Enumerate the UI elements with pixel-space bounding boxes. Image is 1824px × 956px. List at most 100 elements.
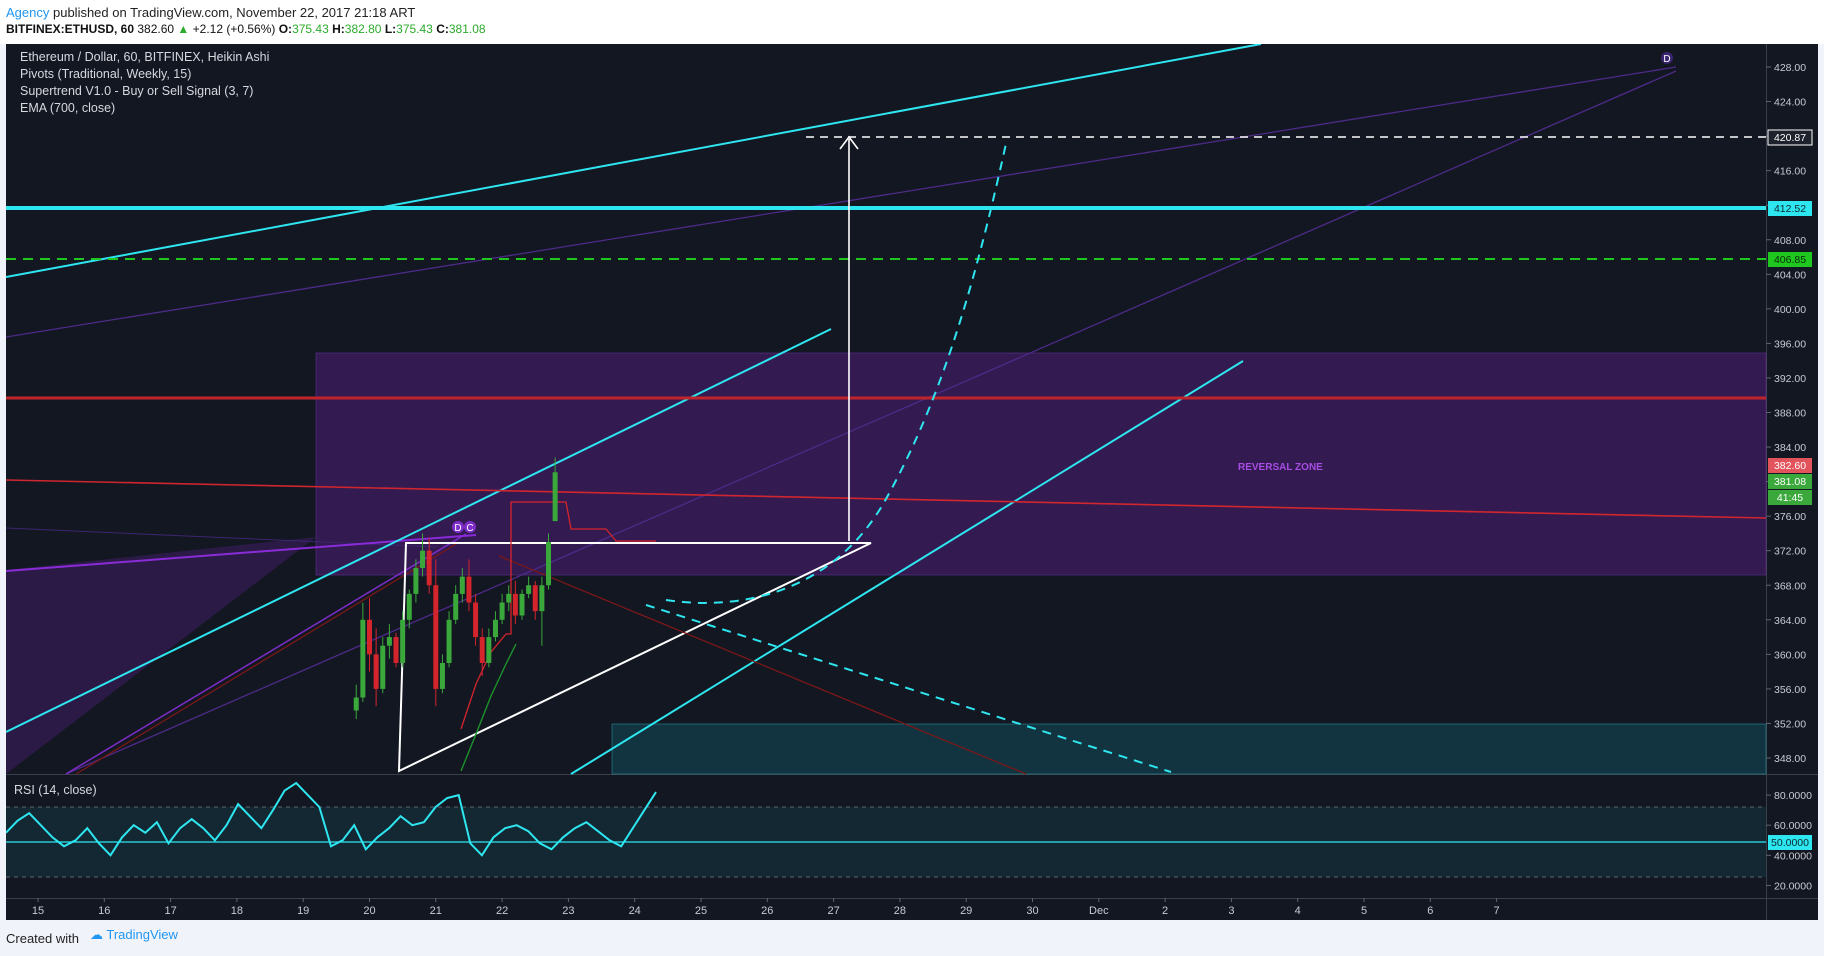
candle-body[interactable]: [546, 542, 552, 586]
rsi-line[interactable]: [5, 781, 657, 857]
candle-body[interactable]: [367, 619, 372, 655]
up-arrow-icon: ▲: [177, 22, 190, 36]
resistance-badge: [1768, 201, 1812, 216]
author-link[interactable]: Agency: [6, 5, 50, 20]
candle-body[interactable]: [433, 585, 439, 689]
tradingview-brand[interactable]: TradingView: [106, 927, 178, 942]
time-tick-label: 29: [960, 905, 972, 917]
symbol-label: BITFINEX:ETHUSD, 60: [6, 22, 135, 36]
resistance-badge-text: 412.52: [1774, 203, 1806, 215]
legend-pivots[interactable]: Pivots (Traditional, Weekly, 15): [20, 67, 192, 81]
support-zone[interactable]: [611, 723, 1767, 775]
time-tick-label: 19: [297, 905, 309, 917]
green-level-badge: [1768, 252, 1812, 267]
candle-body[interactable]: [453, 593, 459, 620]
candle-body[interactable]: [360, 619, 366, 698]
timer-badge-text: 41:45: [1777, 492, 1803, 504]
candle-body[interactable]: [506, 593, 512, 603]
timer-badge: [1768, 490, 1812, 505]
candle-body[interactable]: [486, 637, 492, 663]
candle-body[interactable]: [552, 472, 558, 522]
price-tick-label: 372.00: [1774, 546, 1806, 558]
projection-curve[interactable]: [665, 138, 1008, 604]
price-badges: 420.87 412.52 406.85 382.60 381.08 41:45: [1767, 129, 1813, 505]
candle-body[interactable]: [400, 619, 406, 663]
created-with-text: Created with: [6, 931, 79, 946]
candle-body[interactable]: [512, 593, 518, 616]
time-tick-label: 26: [761, 905, 773, 917]
pivot-c-label: C: [466, 523, 473, 534]
purple-trend-upper[interactable]: [5, 66, 1677, 338]
cyan-dashed-down[interactable]: [645, 604, 1172, 773]
rsi-axis[interactable]: 80.0000 60.0000 40.0000 20.0000: [1766, 790, 1812, 892]
time-tick-label: 4: [1295, 905, 1301, 917]
time-tick-label: 23: [562, 905, 574, 917]
price-axis[interactable]: 428.00424.00420.00416.00412.00408.00404.…: [1766, 62, 1806, 765]
candle-body[interactable]: [353, 697, 359, 711]
publish-line: Agency published on TradingView.com, Nov…: [6, 5, 415, 20]
publish-header: Agency published on TradingView.com, Nov…: [0, 0, 1824, 44]
time-tick-label: 18: [231, 905, 243, 917]
time-tick-label: 5: [1361, 905, 1367, 917]
pivot-d-badge[interactable]: [452, 521, 464, 533]
candle-body[interactable]: [420, 550, 426, 568]
candle-body[interactable]: [373, 654, 379, 689]
time-axis[interactable]: 15 16 17 18 19 20 21 22 23 24 25 26 27 28 29 30 Dec 2 3 4 5 6…: [32, 898, 1500, 917]
cyan-top-trendline[interactable]: [5, 43, 1262, 278]
time-tick-label: 27: [827, 905, 839, 917]
price-tick-label: 360.00: [1774, 649, 1806, 661]
candle-body[interactable]: [473, 602, 479, 638]
candle-body[interactable]: [406, 593, 412, 620]
candle-body[interactable]: [439, 662, 445, 689]
candle-body[interactable]: [459, 576, 465, 594]
candle-body[interactable]: [393, 637, 399, 663]
chart-area[interactable]: D C D REVERSAL ZONE 428.00424.00420.0041…: [5, 43, 1818, 920]
chart-svg[interactable]: D C D REVERSAL ZONE 428.00424.00420.0041…: [5, 43, 1818, 920]
rsi-guides: [6, 806, 1766, 878]
published-text: published on TradingView.com, November 2…: [49, 5, 416, 20]
tradingview-logo-icon[interactable]: ☁ TradingView: [90, 927, 178, 942]
candle-body[interactable]: [499, 602, 505, 620]
last-price-badge-text: 382.60: [1774, 460, 1806, 472]
price-tick-label: 400.00: [1774, 304, 1806, 316]
candle-body[interactable]: [539, 585, 545, 612]
candle-body[interactable]: [479, 637, 485, 663]
candle-body[interactable]: [413, 567, 419, 594]
candle-body[interactable]: [526, 585, 532, 594]
price-tick-label: 348.00: [1774, 753, 1806, 765]
candle-body[interactable]: [466, 576, 472, 603]
time-tick-label: 28: [894, 905, 906, 917]
supertrend-line: [460, 501, 656, 730]
purple-trend-lower[interactable]: [65, 70, 1677, 775]
legend-supertrend[interactable]: Supertrend V1.0 - Buy or Sell Signal (3,…: [20, 84, 254, 98]
rsi-label: RSI (14, close): [14, 783, 97, 797]
reversal-zone[interactable]: [315, 352, 1767, 576]
legend-ema[interactable]: EMA (700, close): [20, 101, 116, 115]
cyan-channel-lower[interactable]: [570, 360, 1244, 775]
price-tick-label: 364.00: [1774, 615, 1806, 627]
time-tick-label: 22: [496, 905, 508, 917]
target-badge: [1767, 129, 1813, 146]
candle-body[interactable]: [532, 585, 538, 612]
supertrend-green: [460, 643, 517, 772]
pivot-c-badge[interactable]: [464, 521, 476, 533]
price-pane[interactable]: [6, 44, 1766, 774]
time-tick-label: 3: [1228, 905, 1234, 917]
candle-body[interactable]: [380, 645, 386, 689]
time-tick-label: 17: [164, 905, 176, 917]
darkred-dashed-line: [498, 555, 1027, 775]
candle-body[interactable]: [519, 593, 525, 616]
candle-body[interactable]: [446, 619, 452, 663]
time-tick-label: 21: [430, 905, 442, 917]
purple-channel-line[interactable]: [65, 533, 467, 775]
pivot-markers: D C D: [452, 52, 1673, 534]
price-tick-label: 368.00: [1774, 580, 1806, 592]
pivot-d-right-badge[interactable]: [1661, 52, 1673, 64]
candle-body[interactable]: [426, 550, 432, 586]
legend-main[interactable]: Ethereum / Dollar, 60, BITFINEX, Heikin …: [20, 50, 270, 64]
candle-body[interactable]: [386, 637, 392, 646]
price-tick-label: 408.00: [1774, 235, 1806, 247]
candle-body[interactable]: [492, 619, 498, 638]
price-tick-label: 404.00: [1774, 269, 1806, 281]
cyan-channel-upper[interactable]: [5, 328, 832, 733]
